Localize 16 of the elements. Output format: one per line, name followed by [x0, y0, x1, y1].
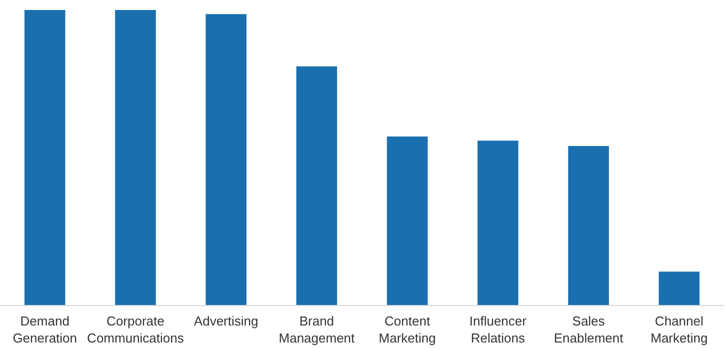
x-tick-label: Sales Enablement — [554, 314, 624, 346]
x-tick-label: Channel Marketing — [650, 314, 708, 346]
bar — [478, 140, 518, 305]
x-tick-label: Influencer Relations — [469, 314, 528, 346]
bar — [206, 14, 246, 305]
x-tick-label: Demand Generation — [12, 314, 78, 346]
bar — [386, 136, 428, 305]
bar — [568, 146, 609, 305]
bar — [296, 66, 338, 305]
bar — [115, 10, 156, 305]
x-tick-label: Advertising — [194, 314, 258, 328]
bar — [24, 10, 66, 305]
bar — [658, 272, 700, 305]
x-tick-label: Corporate Communications — [87, 314, 184, 346]
x-tick-label: Content Marketing — [378, 314, 436, 346]
x-tick-label: Brand Management — [278, 314, 356, 346]
